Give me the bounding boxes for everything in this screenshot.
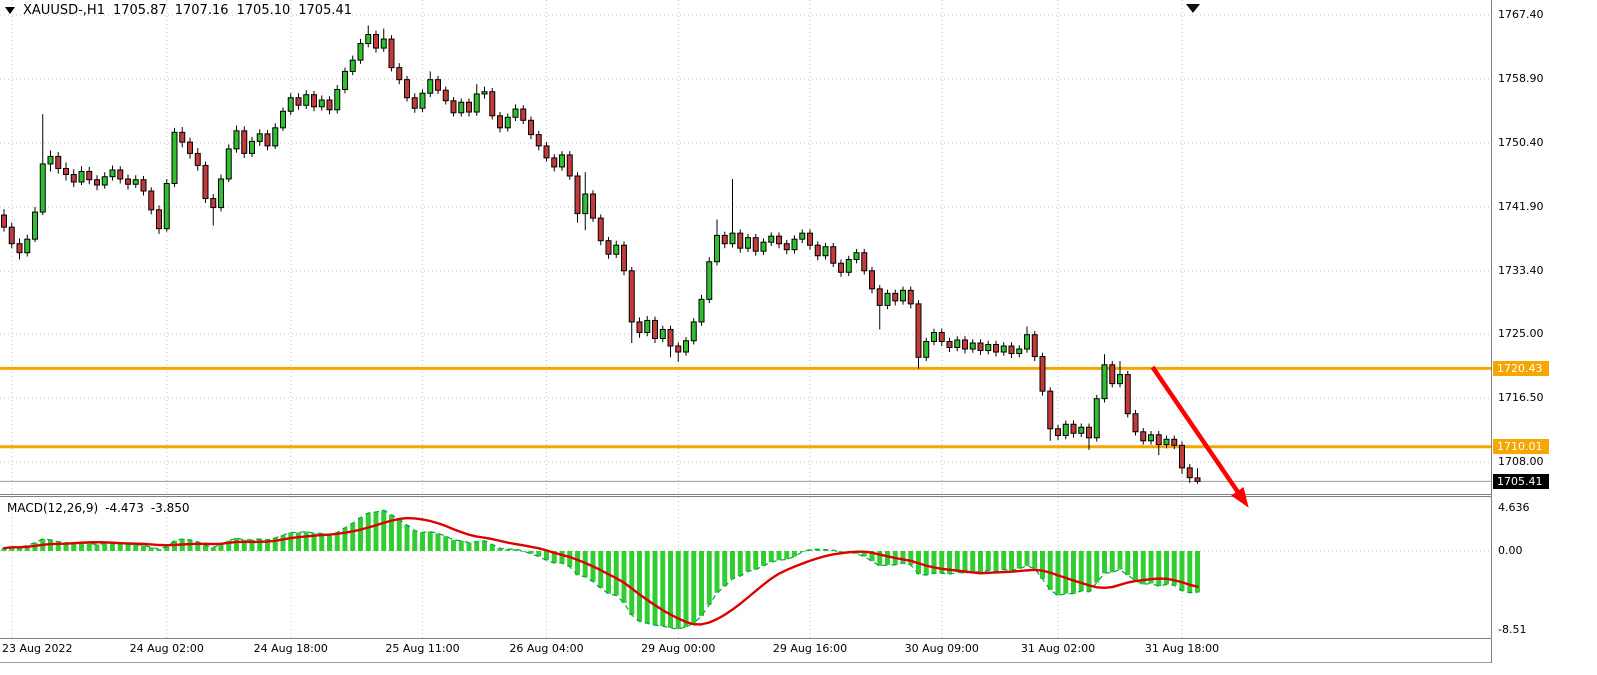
macd-main-value: -4.473: [105, 501, 144, 515]
price-axis-label: 1750.40: [1498, 135, 1544, 149]
chart-shift-marker-icon[interactable]: [1186, 4, 1200, 13]
time-axis-label: 24 Aug 18:00: [253, 642, 328, 655]
hline-price-badge: 1710.01: [1493, 439, 1549, 455]
price-axis-label: 1767.40: [1498, 7, 1544, 21]
bottom-divider: [0, 662, 1597, 663]
high-value: 1707.16: [174, 3, 229, 18]
time-axis-label: 25 Aug 11:00: [385, 642, 460, 655]
macd-name: MACD(12,26,9): [7, 501, 99, 515]
panel-splitter[interactable]: [0, 494, 1491, 497]
macd-indicator-label: MACD(12,26,9) -4.473 -3.850: [7, 501, 190, 515]
chart-dropdown-icon[interactable]: [5, 7, 15, 14]
time-axis-label: 29 Aug 16:00: [772, 642, 848, 655]
low-value: 1705.10: [236, 3, 291, 18]
price-axis-label: 1716.50: [1498, 390, 1544, 404]
macd-axis-label: -8.51: [1498, 622, 1527, 636]
time-axis-label: 26 Aug 04:00: [509, 642, 584, 655]
macd-axis-label: 4.636: [1498, 500, 1530, 514]
price-axis-label: 1733.40: [1498, 263, 1544, 277]
close-value: 1705.41: [298, 3, 353, 18]
price-axis-label: 1758.90: [1498, 71, 1544, 85]
time-axis-label: 30 Aug 09:00: [904, 642, 979, 655]
time-axis-label: 31 Aug 18:00: [1144, 642, 1220, 655]
hline-price-badge: 1720.43: [1493, 360, 1549, 376]
symbol-period-label: XAUUSD-,H1: [23, 3, 105, 18]
macd-panel-border: [0, 638, 1491, 639]
candlestick-chart[interactable]: [0, 0, 1491, 494]
macd-axis-label: 0.00: [1498, 543, 1523, 557]
symbol-ohlc-header: XAUUSD-,H1 1705.87 1707.16 1705.10 1705.…: [5, 3, 352, 18]
open-value: 1705.87: [112, 3, 167, 18]
price-axis-label: 1741.90: [1498, 199, 1544, 213]
price-axis[interactable]: 1767.40 1758.90 1750.40 1741.90 1733.40 1725.…: [1491, 0, 1597, 663]
time-axis-label: 31 Aug 02:00: [1020, 642, 1096, 655]
time-axis-label: 29 Aug 00:00: [641, 642, 716, 655]
price-axis-label: 1708.00: [1498, 454, 1544, 468]
macd-indicator-chart[interactable]: [0, 497, 1491, 638]
macd-signal-value: -3.850: [150, 501, 190, 515]
time-axis-label: 23 Aug 2022: [2, 642, 73, 655]
last-price-badge: 1705.41: [1493, 473, 1549, 489]
time-axis[interactable]: 23 Aug 2022 24 Aug 02:00 24 Aug 18:00 25 Au…: [0, 639, 1491, 662]
time-axis-label: 24 Aug 02:00: [129, 642, 204, 655]
price-axis-label: 1725.00: [1498, 326, 1544, 340]
